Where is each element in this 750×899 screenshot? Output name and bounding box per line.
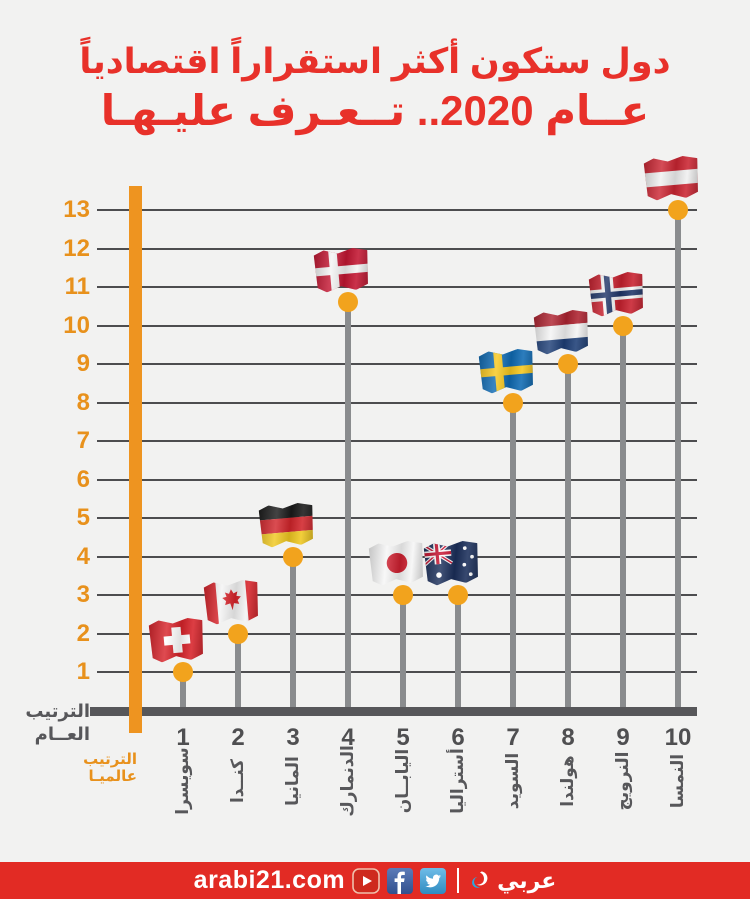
grid-line-2: [97, 632, 697, 635]
grid-line-11: [97, 286, 697, 288]
grid-line-1: [97, 671, 697, 673]
y-tick-3: 3: [76, 581, 90, 608]
twitter-icon[interactable]: [420, 867, 447, 894]
y-tick-9: 9: [76, 350, 90, 377]
country-label-denmark: الدنمارك: [338, 745, 357, 817]
rank-dot-australia: [448, 585, 468, 605]
flag-pole-australia: [455, 595, 461, 707]
grid-line-12: [97, 247, 697, 250]
country-label-sweden: السويد: [503, 752, 522, 810]
y-tick-6: 6: [76, 465, 90, 493]
rank-dot-japan: [393, 585, 413, 605]
country-label-switzerland: سويسرا: [173, 747, 192, 815]
flag-pole-germany: [290, 556, 296, 707]
austria-flag-icon: [642, 155, 701, 202]
netherlands-flag-icon: [532, 309, 591, 356]
x-tick-9: 9: [616, 724, 630, 751]
canada-flag-icon: [202, 578, 261, 625]
grid-line-10: [97, 324, 697, 327]
rank-dot-canada: [228, 623, 248, 644]
y-tick-7: 7: [76, 427, 90, 454]
rank-dot-denmark: [338, 292, 358, 313]
infographic-title: دول ستكون أكثر استقراراً اقتصادياً عــام…: [0, 38, 750, 138]
denmark-flag-icon: [312, 247, 371, 294]
grid-line-6: [97, 478, 697, 481]
flag-pole-japan: [400, 595, 406, 707]
y-tick-10: 10: [63, 311, 90, 339]
y-tick-5: 5: [76, 504, 90, 531]
flag-pole-switzerland: [180, 672, 186, 707]
x-axis-line: [90, 707, 697, 716]
germany-flag-icon: [257, 501, 316, 548]
y-tick-8: 8: [76, 388, 90, 416]
sweden-flag-icon: [477, 347, 536, 394]
y-tick-1: 1: [76, 658, 90, 685]
y-axis-orange-bar: [129, 186, 142, 733]
x-tick-4: 4: [341, 724, 355, 751]
x-axis-title-line-2: عالميـا: [88, 768, 137, 785]
flag-pole-denmark: [345, 302, 351, 707]
y-tick-11: 11: [64, 273, 90, 300]
y-tick-13: 13: [63, 196, 90, 223]
grid-line-9: [97, 363, 697, 365]
x-tick-5: 5: [396, 724, 410, 751]
x-tick-8: 8: [561, 724, 575, 751]
country-label-germany: المانيا: [283, 756, 302, 806]
youtube-icon[interactable]: [352, 867, 380, 894]
australia-flag-icon: [422, 540, 481, 587]
facebook-icon[interactable]: [387, 867, 414, 894]
rank-dot-germany: [283, 546, 303, 567]
site-url[interactable]: arabi21.com: [193, 866, 346, 894]
rank-dot-sweden: [503, 392, 523, 413]
rank-dot-netherlands: [558, 354, 578, 374]
y-axis-title: الترتيب العــام: [16, 700, 90, 746]
country-label-norway: النرويج: [613, 751, 632, 811]
country-label-austria: النمسا: [668, 753, 687, 809]
country-label-netherlands: هولندا: [558, 755, 577, 807]
x-tick-6: 6: [451, 724, 465, 751]
y-tick-2: 2: [76, 619, 90, 647]
title-line-2: عــام 2020.. تــعـرف عليـهـا: [100, 87, 650, 135]
rank-dot-switzerland: [173, 662, 193, 682]
footer-bar: arabi21.com عربي: [0, 862, 750, 899]
x-tick-10: 10: [664, 724, 692, 751]
y-axis-title-line-2: العــام: [34, 724, 90, 744]
arabi21-logo-mark: [470, 869, 490, 892]
brand-name: عربي: [497, 867, 557, 893]
y-axis-title-line-1: الترتيب: [25, 701, 90, 721]
switzerland-flag-icon: [147, 617, 206, 664]
grid-line-13: [97, 209, 697, 211]
y-tick-4: 4: [76, 542, 90, 570]
grid-line-7: [97, 440, 697, 442]
country-label-japan: اليابــان: [393, 748, 412, 814]
x-axis-title-line-1: الترتيب: [83, 751, 137, 768]
rank-dot-norway: [613, 315, 633, 336]
flag-pole-norway: [620, 325, 626, 707]
x-tick-1: 1: [176, 724, 190, 751]
x-axis-title: الترتيب عالميـا: [53, 751, 137, 785]
title-line-1: دول ستكون أكثر استقراراً اقتصادياً: [79, 42, 671, 81]
rank-dot-austria: [668, 200, 688, 220]
x-tick-7: 7: [506, 724, 520, 751]
grid-line-5: [97, 517, 697, 519]
norway-flag-icon: [587, 270, 646, 317]
flag-pole-netherlands: [565, 364, 571, 707]
country-label-australia: أستراليا: [448, 748, 467, 814]
country-label-canada: كنــدا: [228, 758, 247, 804]
footer-divider: [457, 868, 460, 893]
flag-pole-sweden: [510, 402, 516, 707]
x-tick-2: 2: [231, 724, 245, 751]
japan-flag-icon: [367, 540, 426, 587]
y-tick-12: 12: [63, 234, 90, 262]
flag-pole-austria: [675, 210, 681, 707]
grid-line-8: [97, 401, 697, 404]
x-tick-3: 3: [286, 724, 300, 751]
flag-pole-canada: [235, 633, 241, 707]
